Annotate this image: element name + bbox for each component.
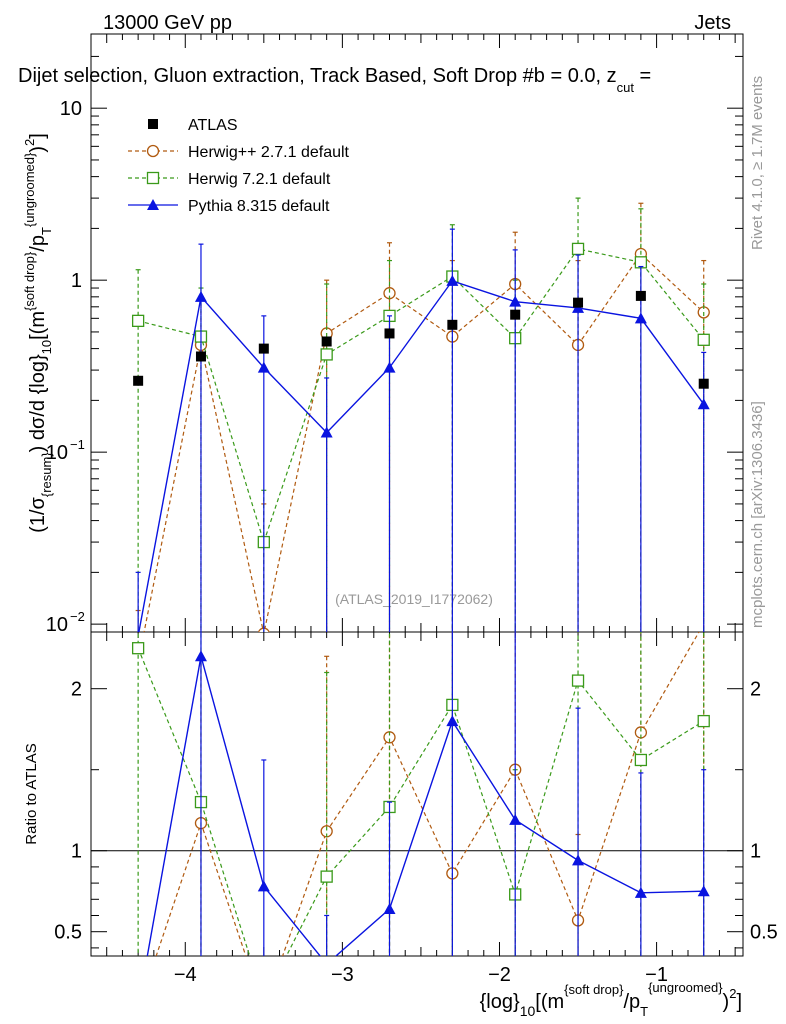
herwigpp-ratio-point: [133, 1004, 144, 1015]
legend-herwigpp-label: Herwig++ 2.7.1 default: [188, 144, 350, 161]
herwig7-ratio-point: [697, 714, 710, 728]
herwigpp-main-line: [143, 253, 705, 632]
pythia-main-point: [383, 361, 396, 373]
herwig7-main-point: [571, 242, 585, 256]
x-tick-label: −2: [488, 964, 511, 986]
pythia-main-point: [137, 630, 140, 632]
atlas-main-point: [573, 297, 584, 308]
ratio-panel-marks: [131, 632, 710, 1015]
pythia-main-point: [194, 290, 207, 302]
x-tick-label: −4: [174, 964, 197, 986]
y-tick-label-main: 10: [60, 98, 82, 120]
pythia-main-line: [138, 280, 705, 632]
pythia-ratio-point: [383, 903, 396, 915]
atlas-main-point: [447, 319, 458, 330]
herwig7-main-point: [131, 314, 145, 328]
energy-label: 13000 GeV pp: [103, 12, 232, 34]
pythia-main-point: [257, 361, 270, 373]
legend-pythia-marker: [147, 199, 159, 210]
analysis-watermark: (ATLAS_2019_I1772062): [335, 591, 493, 607]
category-label: Jets: [694, 12, 731, 34]
main-panel-marks: [131, 197, 710, 632]
pythia-main-point: [509, 295, 522, 307]
pythia-ratio-point: [257, 880, 270, 892]
herwig7-ratio-point: [634, 753, 648, 767]
herwig7-ratio-point: [258, 995, 269, 1006]
ratio-panel-frame: [90, 631, 744, 957]
atlas-main-point: [195, 351, 206, 362]
herwig7-main-point: [697, 333, 710, 346]
atlas-main-point: [321, 336, 332, 347]
atlas-main-point: [510, 309, 521, 320]
y-tick-label-ratio-left: 2: [71, 679, 82, 701]
y-tick-label-main: 10: [46, 442, 68, 464]
herwig7-ratio-line: [137, 647, 705, 956]
legend-herwigpp-marker: [146, 144, 160, 158]
mcplots-side-label: mcplots.cern.ch [arXiv:1306.3436]: [749, 401, 766, 628]
herwigpp-ratio-line: [155, 632, 700, 956]
pythia-main-point: [446, 274, 459, 286]
pythia-main-point: [697, 398, 710, 410]
y-tick-exponent-main: −1: [70, 437, 85, 452]
y-tick-label-main: 10: [46, 614, 68, 636]
herwig7-ratio-point: [571, 674, 585, 687]
y-tick-label-ratio-right: 1: [750, 841, 761, 863]
atlas-main-point: [258, 343, 269, 354]
legend-herwig7-label: Herwig 7.2.1 default: [188, 171, 331, 188]
y-tick-label-main: 1: [71, 270, 82, 292]
y-tick-exponent-main: −2: [70, 609, 85, 624]
pythia-main-point: [320, 426, 333, 438]
pythia-ratio-point: [446, 715, 459, 727]
herwig7-main-line: [137, 248, 705, 545]
legend: ATLAS Herwig++ 2.7.1 default Herwig 7.2.1 …: [128, 117, 350, 215]
ratio-y-axis-label: Ratio to ATLAS: [23, 743, 40, 844]
herwig7-main-point: [320, 348, 333, 361]
rivet-side-label: Rivet 4.1.0, ≥ 1.7M events: [749, 76, 766, 250]
herwig7-ratio-point: [320, 870, 333, 883]
plot-title: Dijet selection, Gluon extraction, Track…: [18, 65, 651, 95]
pythia-ratio-point: [194, 650, 207, 662]
main-y-axis-label: (1/σ{resum}) dσ/d {log}10[(m{soft drop}/…: [22, 133, 54, 533]
y-tick-label-ratio-left: 0.5: [54, 922, 82, 944]
herwigpp-ratio-point: [258, 1004, 269, 1015]
herwig7-ratio-point: [131, 642, 145, 655]
atlas-main-point: [133, 375, 144, 386]
pythia-ratio-line: [146, 656, 704, 956]
x-axis-label: {log}10[(m{soft drop}/pT{ungroomed})2]: [480, 980, 742, 1019]
y-tick-label-ratio-right: 2: [750, 679, 761, 701]
atlas-main-point: [635, 290, 646, 301]
y-tick-label-ratio-right: 0.5: [750, 922, 778, 944]
atlas-main-point: [698, 378, 709, 389]
x-tick-label: −1: [645, 964, 668, 986]
pythia-main-point: [634, 312, 647, 324]
pythia-ratio-point: [509, 813, 522, 825]
pythia-ratio-point: [572, 854, 585, 866]
legend-pythia-label: Pythia 8.315 default: [188, 198, 330, 215]
x-tick-label: −3: [331, 964, 354, 986]
legend-herwig7-marker: [146, 171, 160, 185]
y-tick-label-ratio-left: 1: [71, 841, 82, 863]
pythia-ratio-point: [132, 1001, 144, 1012]
legend-atlas-label: ATLAS: [188, 117, 238, 134]
atlas-main-point: [384, 328, 395, 339]
legend-atlas-marker: [148, 119, 158, 129]
pythia-ratio-point: [697, 885, 710, 897]
pythia-ratio-point: [634, 886, 647, 898]
